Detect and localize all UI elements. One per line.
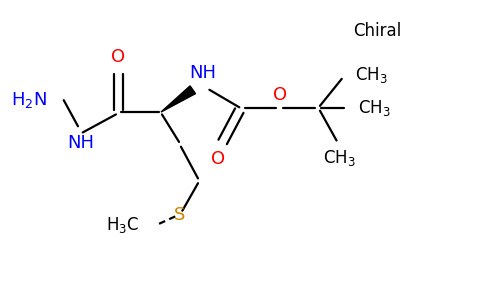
Text: O: O — [211, 150, 225, 168]
Text: CH$_3$: CH$_3$ — [358, 98, 391, 118]
Text: H$_2$N: H$_2$N — [11, 90, 47, 110]
Text: NH: NH — [67, 134, 94, 152]
Text: S: S — [174, 206, 186, 224]
Text: NH: NH — [189, 64, 216, 82]
Text: CH$_3$: CH$_3$ — [322, 148, 355, 168]
Text: Chiral: Chiral — [353, 22, 401, 40]
Text: O: O — [272, 86, 287, 104]
Text: CH$_3$: CH$_3$ — [355, 65, 387, 85]
Text: O: O — [111, 48, 125, 66]
Polygon shape — [161, 86, 196, 112]
Text: H$_3$C: H$_3$C — [106, 215, 140, 235]
